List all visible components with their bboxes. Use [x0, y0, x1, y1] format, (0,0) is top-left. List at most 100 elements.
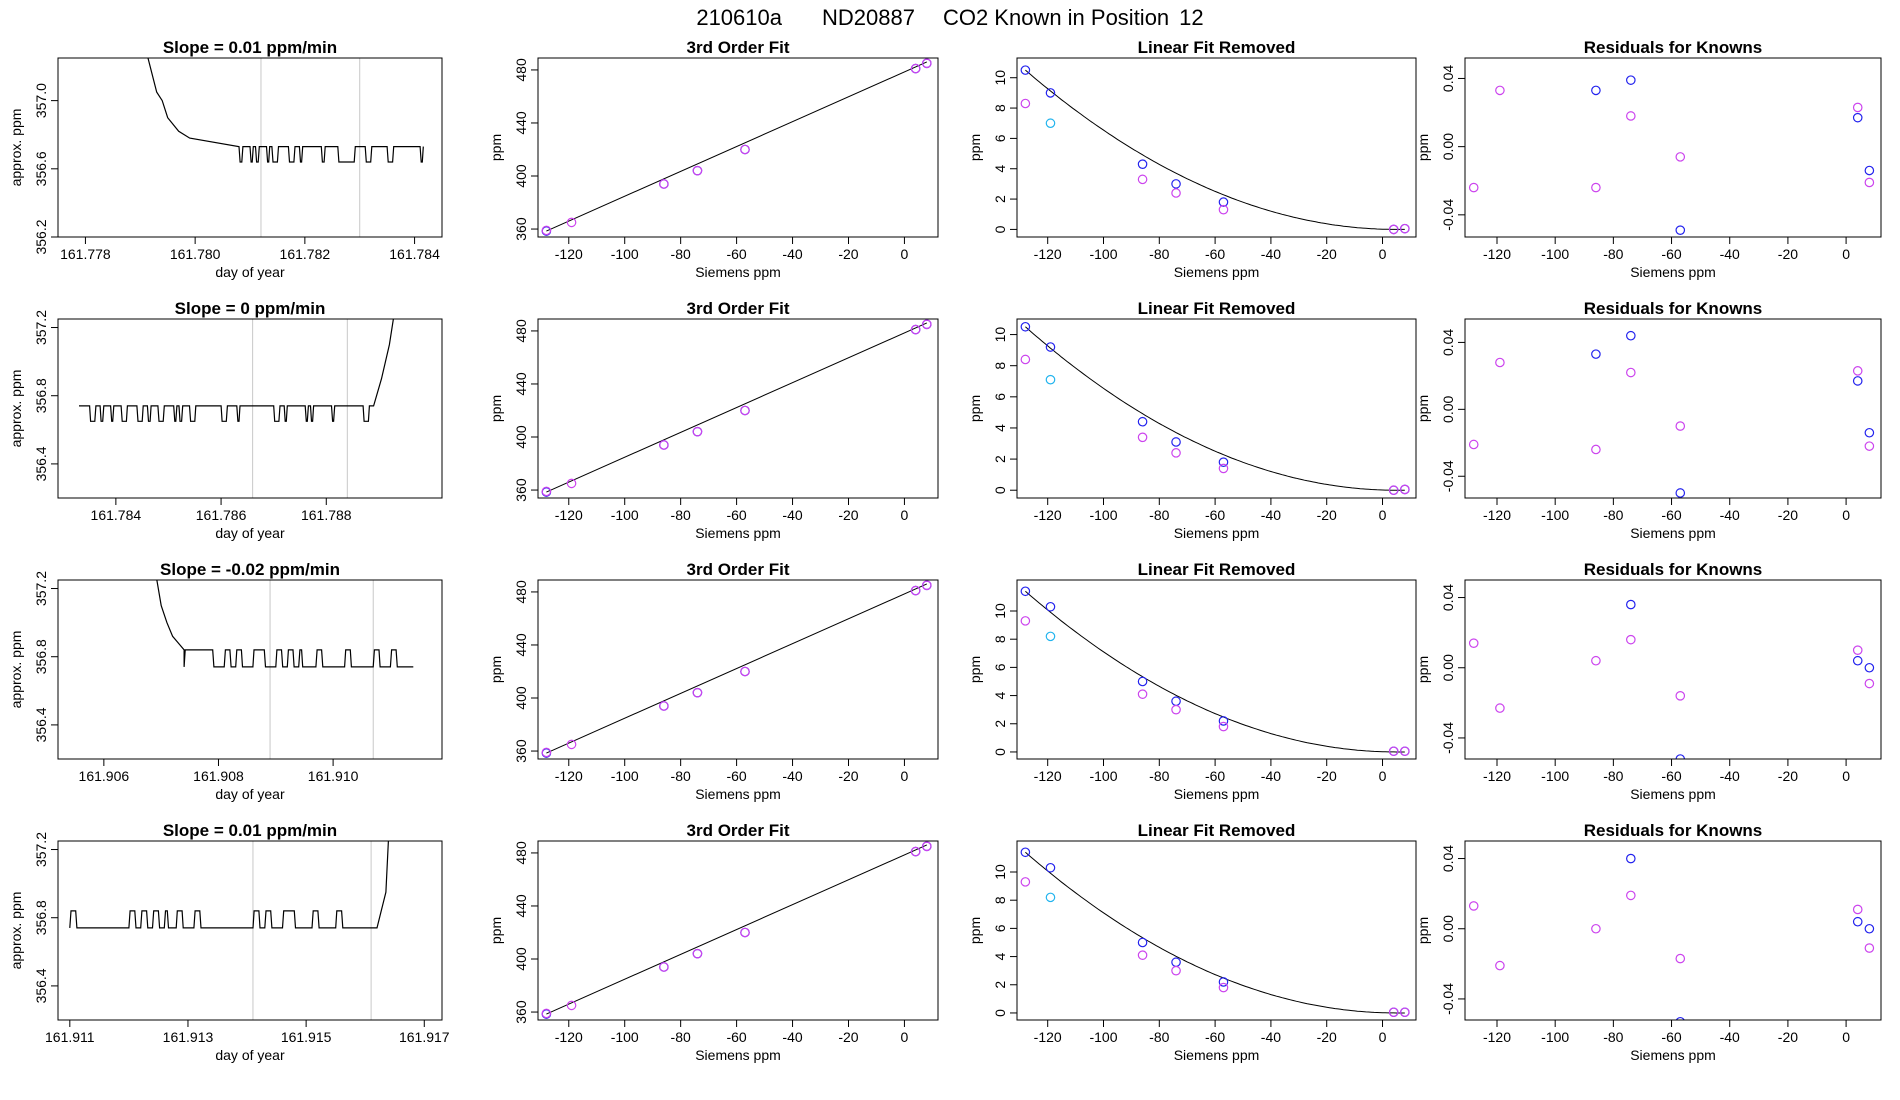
data-point-blue — [1218, 457, 1229, 467]
data-point-magenta — [1137, 950, 1148, 960]
plot-data — [1020, 847, 1410, 1018]
x-tick-label: -20 — [1778, 507, 1798, 523]
data-point-magenta — [1400, 746, 1410, 757]
plot-frame — [57, 318, 443, 499]
data-point-magenta — [1400, 223, 1410, 234]
data-point-magenta — [1020, 616, 1031, 626]
x-tick-label: 0 — [901, 507, 909, 523]
x-tick-label: -80 — [671, 768, 691, 784]
data-point-magenta — [1864, 441, 1875, 451]
x-tick-label: 161.780 — [170, 246, 221, 262]
x-tick-label: -40 — [782, 768, 802, 784]
x-tick-label: 161.910 — [308, 768, 359, 784]
panel-title: 3rd Order Fit — [687, 38, 790, 57]
x-tick-label: 0 — [901, 768, 909, 784]
x-tick-label: -80 — [1149, 507, 1169, 523]
data-point-blue — [1218, 977, 1229, 987]
panel-1-4: Residuals for Knowns -120 -100 -80 -60 -40 -20… — [1415, 38, 1882, 280]
plot-data — [541, 580, 932, 758]
data-point-magenta — [1020, 877, 1031, 887]
y-tick-label: 10 — [992, 327, 1008, 343]
y-tick-label: 0 — [992, 748, 1008, 756]
data-point-magenta — [1218, 721, 1229, 732]
fit-curve — [1025, 851, 1405, 1014]
data-point-blue — [1852, 655, 1863, 666]
data-point-magenta — [910, 324, 921, 335]
x-tick-label: -60 — [1205, 1029, 1225, 1045]
x-tick-label: -20 — [838, 246, 858, 262]
y-tick-label: 0 — [992, 1009, 1008, 1017]
plot-data — [541, 58, 932, 236]
y-tick-label: 4 — [992, 952, 1008, 960]
x-tick-label: 161.788 — [301, 507, 352, 523]
data-point-blue — [1864, 923, 1875, 934]
data-point-blue — [1020, 321, 1031, 332]
y-tick-label: 360 — [513, 1000, 529, 1024]
plot-frame — [1016, 57, 1417, 238]
data-point-magenta — [922, 319, 932, 330]
data-point-magenta — [1388, 1007, 1399, 1018]
y-axis-label: ppm — [967, 656, 983, 683]
data-point-magenta — [1675, 152, 1686, 162]
panel-4-1: Slope = 0.01 ppm/min 161.911 161.913 161.91… — [8, 821, 450, 1063]
data-point-magenta — [1388, 746, 1399, 757]
y-tick-label: 356.8 — [33, 639, 49, 674]
plot-frame — [537, 57, 939, 238]
x-tick-label: -120 — [1034, 1029, 1062, 1045]
x-tick-label: -120 — [1034, 246, 1062, 262]
y-tick-label: 0.00 — [1440, 915, 1456, 942]
x-axis-label: Siemens ppm — [695, 264, 781, 280]
x-axis-label: day of year — [215, 786, 285, 802]
data-point-magenta — [1591, 444, 1601, 455]
x-axis-label: Siemens ppm — [1630, 525, 1716, 541]
data-point-blue — [1171, 179, 1181, 189]
plot-frame — [57, 840, 443, 1021]
panel-3-3: Linear Fit Removed -120 -100 -80 -60 -40 -20 0 0… — [967, 560, 1417, 802]
series-line — [69, 841, 389, 929]
y-axis-label: approx. ppm — [8, 109, 24, 187]
y-tick-label: 356.2 — [33, 219, 49, 254]
x-tick-label: -60 — [1205, 246, 1225, 262]
data-point-blue — [1171, 957, 1181, 968]
data-point-blue — [1852, 916, 1863, 927]
data-point-magenta — [1864, 943, 1875, 953]
data-point-cyan — [1045, 118, 1056, 129]
x-tick-label: 0 — [1379, 246, 1387, 262]
y-tick-label: 440 — [513, 633, 529, 657]
data-point-magenta — [1171, 704, 1181, 715]
x-tick-label: 161.913 — [163, 1029, 214, 1045]
plot-frame — [537, 579, 939, 760]
data-point-blue — [1626, 853, 1636, 864]
x-tick-label: -120 — [1483, 768, 1511, 784]
data-point-magenta — [541, 486, 552, 497]
plot-frame — [1016, 840, 1417, 1021]
y-tick-label: 6 — [992, 134, 1008, 142]
panel-title: Linear Fit Removed — [1138, 821, 1296, 840]
x-tick-label: -80 — [1603, 246, 1623, 262]
x-tick-label: -80 — [671, 1029, 691, 1045]
y-tick-label: 0 — [992, 486, 1008, 494]
data-point-magenta — [1591, 923, 1601, 934]
y-tick-label: 480 — [513, 841, 529, 865]
plot-data — [1020, 65, 1410, 235]
x-axis-label: Siemens ppm — [695, 525, 781, 541]
data-point-cyan — [1045, 374, 1056, 385]
x-tick-label: -40 — [1261, 507, 1281, 523]
panel-4-3: Linear Fit Removed -120 -100 -80 -60 -40 -20 0 0… — [967, 821, 1417, 1063]
panel-title: Residuals for Knowns — [1584, 299, 1763, 318]
data-point-blue — [1675, 1016, 1685, 1020]
x-tick-label: -120 — [555, 246, 583, 262]
x-tick-label: -100 — [611, 1029, 639, 1045]
data-point-magenta — [1171, 448, 1181, 458]
plot-data — [156, 580, 414, 759]
panel-title: Residuals for Knowns — [1584, 38, 1763, 57]
x-tick-label: 161.917 — [399, 1029, 450, 1045]
y-axis-label: approx. ppm — [8, 370, 24, 448]
data-point-magenta — [1626, 634, 1636, 645]
y-tick-label: 440 — [513, 894, 529, 918]
y-tick-label: 8 — [992, 635, 1008, 643]
plot-frame — [1464, 840, 1882, 1021]
data-point-magenta — [541, 1008, 552, 1019]
x-tick-label: -20 — [838, 768, 858, 784]
y-tick-label: 356.8 — [33, 378, 49, 413]
